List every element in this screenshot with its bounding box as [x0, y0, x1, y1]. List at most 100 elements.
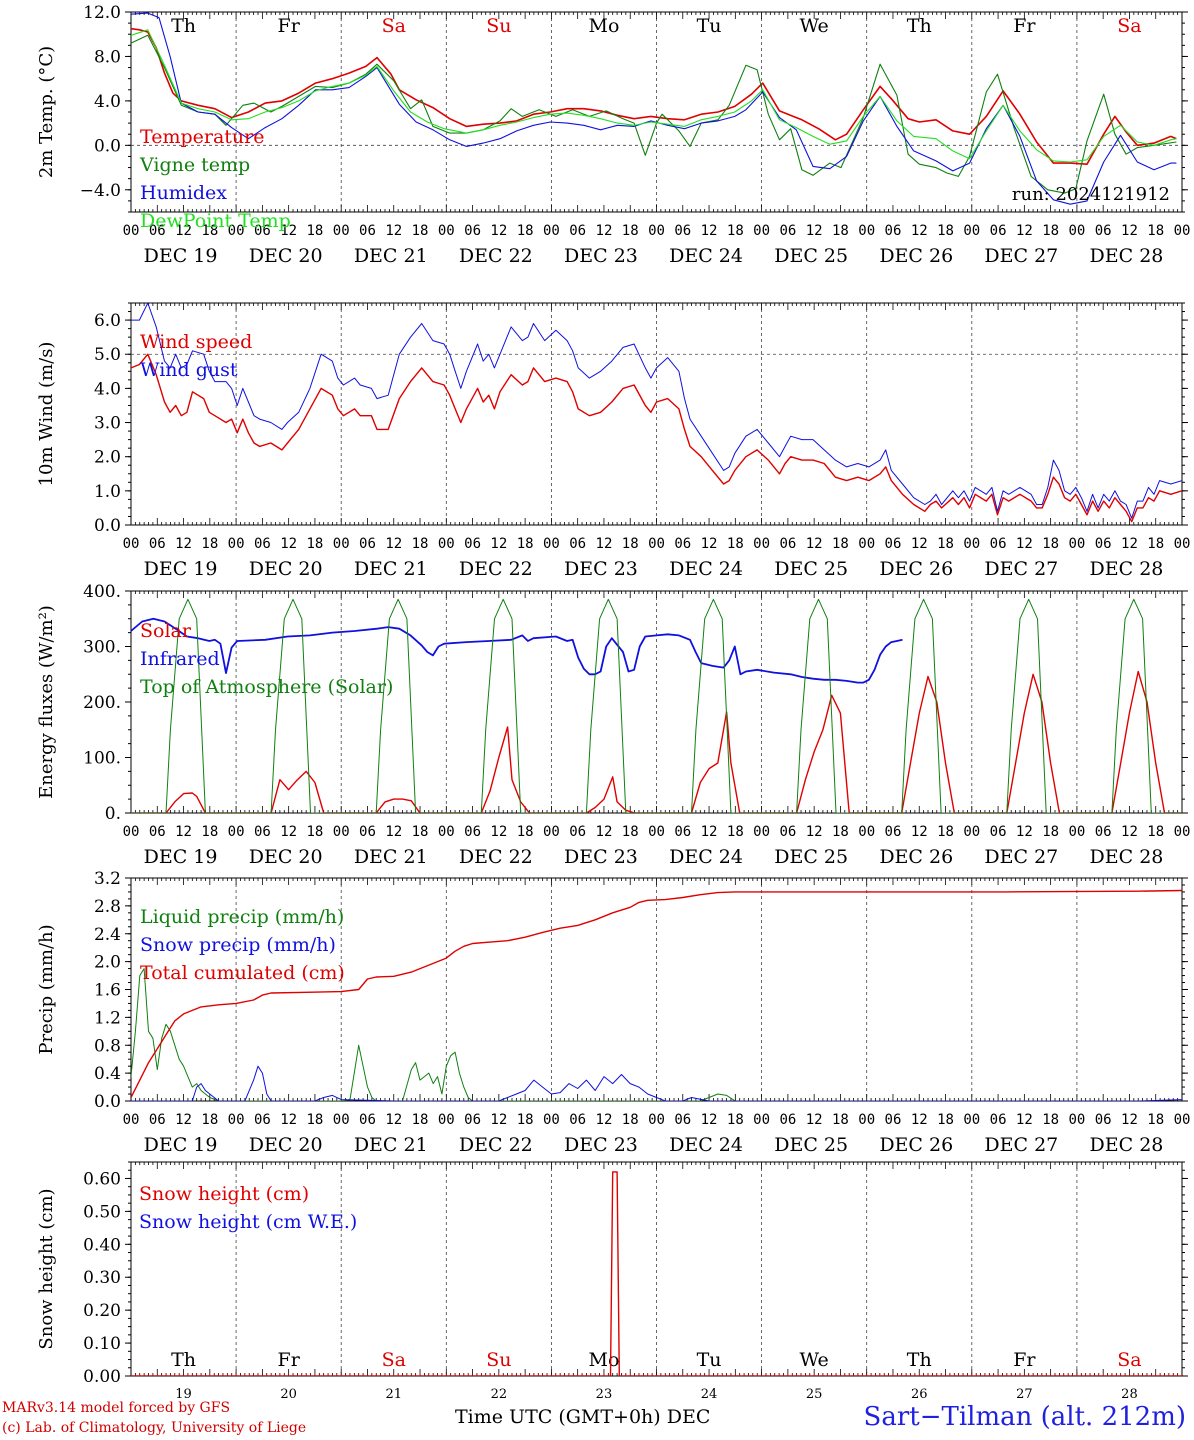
hour-tick-label: 06 [569, 1112, 586, 1128]
hour-tick-label: 06 [990, 536, 1007, 552]
hour-tick-label: 12 [490, 1112, 507, 1128]
weekday-label: Mo [588, 15, 619, 37]
weekday-label: Mo [588, 1349, 619, 1371]
hour-tick-label: 12 [280, 824, 297, 840]
hour-tick-label: 06 [254, 223, 271, 239]
hour-tick-label: 12 [385, 824, 402, 840]
hour-tick-label: 12 [1016, 223, 1033, 239]
y-tick-label: 0.0 [94, 1092, 121, 1112]
legend-entry: Top of Atmosphere (Solar) [140, 676, 393, 698]
date-label: DEC 26 [879, 245, 953, 267]
hour-tick-label: 18 [517, 223, 534, 239]
run-annotation: run: 2024121912 [1012, 184, 1170, 205]
hour-tick-label: 18 [412, 1112, 429, 1128]
weekday-label: We [800, 1349, 829, 1371]
date-label: DEC 21 [354, 245, 428, 267]
hour-tick-label: 00 [123, 536, 140, 552]
y-tick-label: 2.8 [94, 897, 121, 917]
y-tick-label: 0.40 [83, 1235, 121, 1255]
model-credit: MARv3.14 model forced by GFS [2, 1400, 231, 1416]
weekday-label: Th [171, 15, 196, 37]
hour-tick-label: 12 [1121, 1112, 1138, 1128]
series-line-total-cumulated-cm- [131, 889, 1182, 1098]
hour-tick-label: 18 [727, 824, 744, 840]
hour-tick-label: 06 [1095, 1112, 1112, 1128]
lab-credit: (c) Lab. of Climatology, University of L… [2, 1420, 307, 1436]
hour-tick-label: 18 [306, 223, 323, 239]
date-label: DEC 27 [984, 245, 1058, 267]
y-tick-label: 300. [83, 638, 121, 658]
weekday-label: Tu [697, 1349, 722, 1371]
hour-tick-label: 18 [517, 536, 534, 552]
date-label: DEC 28 [1090, 846, 1164, 868]
date-label: DEC 24 [669, 1134, 743, 1156]
hour-tick-label: 00 [753, 824, 770, 840]
hour-tick-label: 18 [517, 1112, 534, 1128]
hour-tick-label: 06 [674, 1112, 691, 1128]
weekday-label: Tu [697, 15, 722, 37]
panel-2: 0.0 1.0 2.0 3.0 4.0 5.0 6.0 10m Wind (m/s) 00 06 1… [36, 302, 1190, 580]
y-tick-label: 200. [83, 693, 121, 713]
hour-tick-label: 12 [490, 223, 507, 239]
date-label: DEC 25 [774, 846, 848, 868]
hour-tick-label: 18 [412, 223, 429, 239]
date-label: DEC 28 [1090, 558, 1164, 580]
station-name: Sart−Tilman (alt. 212m) [863, 1402, 1186, 1432]
hour-tick-label: 18 [1042, 536, 1059, 552]
hour-tick-label: 00 [228, 223, 245, 239]
y-tick-label: 4.0 [94, 92, 121, 112]
weekday-label: Sa [1117, 1349, 1141, 1371]
date-label: DEC 23 [564, 558, 638, 580]
y-tick-label: 0.30 [83, 1268, 121, 1288]
hour-tick-label: 18 [517, 824, 534, 840]
legend-entry: Solar [140, 620, 192, 642]
date-label: DEC 22 [459, 846, 533, 868]
hour-tick-label: 12 [175, 223, 192, 239]
date-label: DEC 19 [144, 846, 218, 868]
day-number-label: 24 [701, 1387, 718, 1402]
hour-tick-label: 18 [727, 1112, 744, 1128]
hour-tick-label: 06 [990, 824, 1007, 840]
date-label: DEC 21 [354, 846, 428, 868]
hour-tick-label: 06 [359, 536, 376, 552]
hour-tick-label: 06 [569, 824, 586, 840]
hour-tick-label: 18 [306, 1112, 323, 1128]
hour-tick-label: 12 [596, 223, 613, 239]
hour-tick-label: 12 [1016, 824, 1033, 840]
hour-tick-label: 18 [412, 824, 429, 840]
hour-tick-label: 12 [911, 536, 928, 552]
legend-entry: Wind speed [140, 331, 252, 353]
series-line-solar [131, 670, 1182, 813]
date-label: DEC 25 [774, 245, 848, 267]
hour-tick-label: 18 [622, 223, 639, 239]
hour-tick-label: 18 [937, 824, 954, 840]
hour-tick-label: 00 [333, 223, 350, 239]
y-tick-label: 0.20 [83, 1301, 121, 1321]
legend-entry: Snow height (cm) [139, 1183, 309, 1205]
weekday-label: Fr [278, 15, 301, 37]
hour-tick-label: 06 [464, 536, 481, 552]
hour-tick-label: 12 [701, 824, 718, 840]
hour-tick-label: 06 [1095, 536, 1112, 552]
day-number-label: 21 [385, 1387, 402, 1402]
hour-tick-label: 06 [885, 824, 902, 840]
hour-tick-label: 06 [149, 824, 166, 840]
day-number-label: 23 [596, 1387, 613, 1402]
hour-tick-label: 00 [438, 1112, 455, 1128]
weekday-label: Fr [1013, 15, 1036, 37]
date-label: DEC 24 [669, 245, 743, 267]
hour-tick-label: 06 [149, 536, 166, 552]
hour-tick-label: 00 [963, 824, 980, 840]
series-line-dewpoint-temp [131, 29, 1177, 163]
hour-tick-label: 18 [1147, 1112, 1164, 1128]
hour-tick-label: 18 [201, 223, 218, 239]
hour-tick-label: 12 [911, 223, 928, 239]
hour-tick-label: 06 [779, 223, 796, 239]
date-label: DEC 20 [249, 558, 323, 580]
hour-tick-label: 18 [832, 824, 849, 840]
legend-entry: Snow precip (mm/h) [140, 934, 336, 956]
hour-tick-label: 06 [779, 824, 796, 840]
y-tick-label: 6.0 [94, 311, 121, 331]
series-line-wind-gust [131, 303, 1182, 519]
